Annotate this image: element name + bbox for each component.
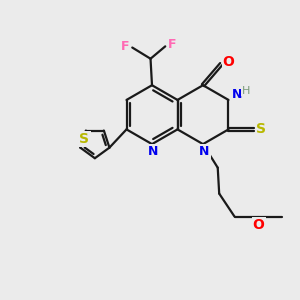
Text: S: S xyxy=(80,132,89,146)
Text: S: S xyxy=(256,122,266,136)
Text: N: N xyxy=(199,145,210,158)
Text: O: O xyxy=(223,55,235,69)
Text: N: N xyxy=(148,145,159,158)
Text: F: F xyxy=(168,38,177,51)
Text: O: O xyxy=(253,218,265,232)
Text: F: F xyxy=(121,40,129,52)
Text: N: N xyxy=(232,88,242,101)
Text: H: H xyxy=(242,85,250,95)
